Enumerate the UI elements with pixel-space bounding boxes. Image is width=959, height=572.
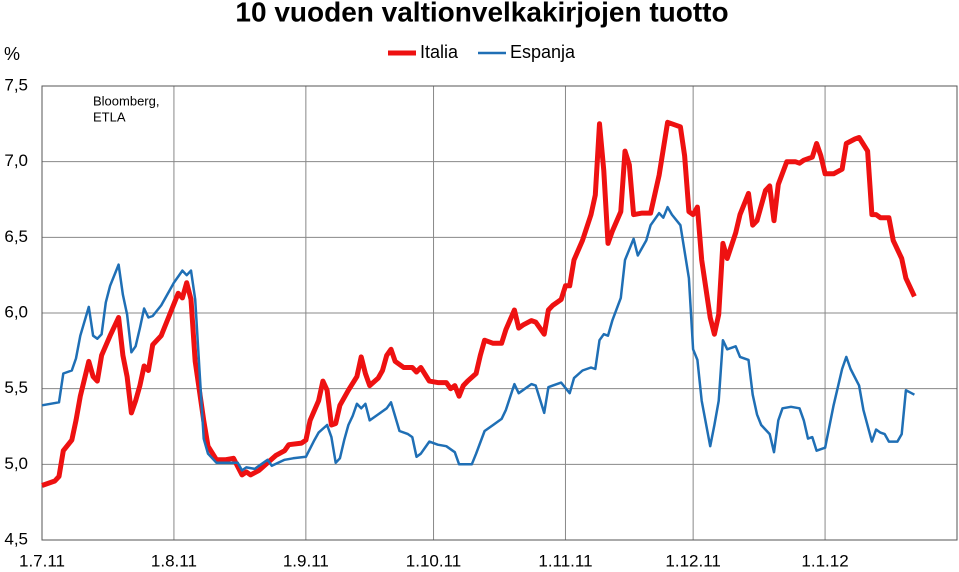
source-note: ETLA xyxy=(93,109,126,124)
x-tick-label: 1.8.11 xyxy=(151,551,197,570)
y-tick-label: 7,0 xyxy=(4,151,28,170)
plot-frame xyxy=(41,85,958,541)
source-note: Bloomberg, xyxy=(93,93,159,108)
y-tick-label: 5,0 xyxy=(4,454,28,473)
y-tick-label: 4,5 xyxy=(4,529,28,548)
x-tick-label: 1.7.11 xyxy=(19,551,65,570)
x-tick-label: 1.1.12 xyxy=(801,551,848,570)
x-tick-label: 1.12.11 xyxy=(665,551,720,570)
y-tick-label: 5,5 xyxy=(4,378,28,397)
chart-title: 10 vuoden valtionvelkakirjojen tuotto xyxy=(235,0,728,27)
x-tick-label: 1.9.11 xyxy=(283,551,329,570)
line-series xyxy=(41,119,917,488)
line-series xyxy=(41,205,915,472)
x-tick-label: 1.11.11 xyxy=(538,551,592,570)
x-tick-label: 1.10.11 xyxy=(406,551,461,570)
y-tick-label: 6,5 xyxy=(4,227,28,246)
legend-label: Italia xyxy=(420,42,459,62)
y-axis-label: % xyxy=(4,44,20,64)
y-tick-label: 6,0 xyxy=(4,302,28,321)
y-tick-label: 7,5 xyxy=(4,75,28,94)
legend-label: Espanja xyxy=(510,42,576,62)
